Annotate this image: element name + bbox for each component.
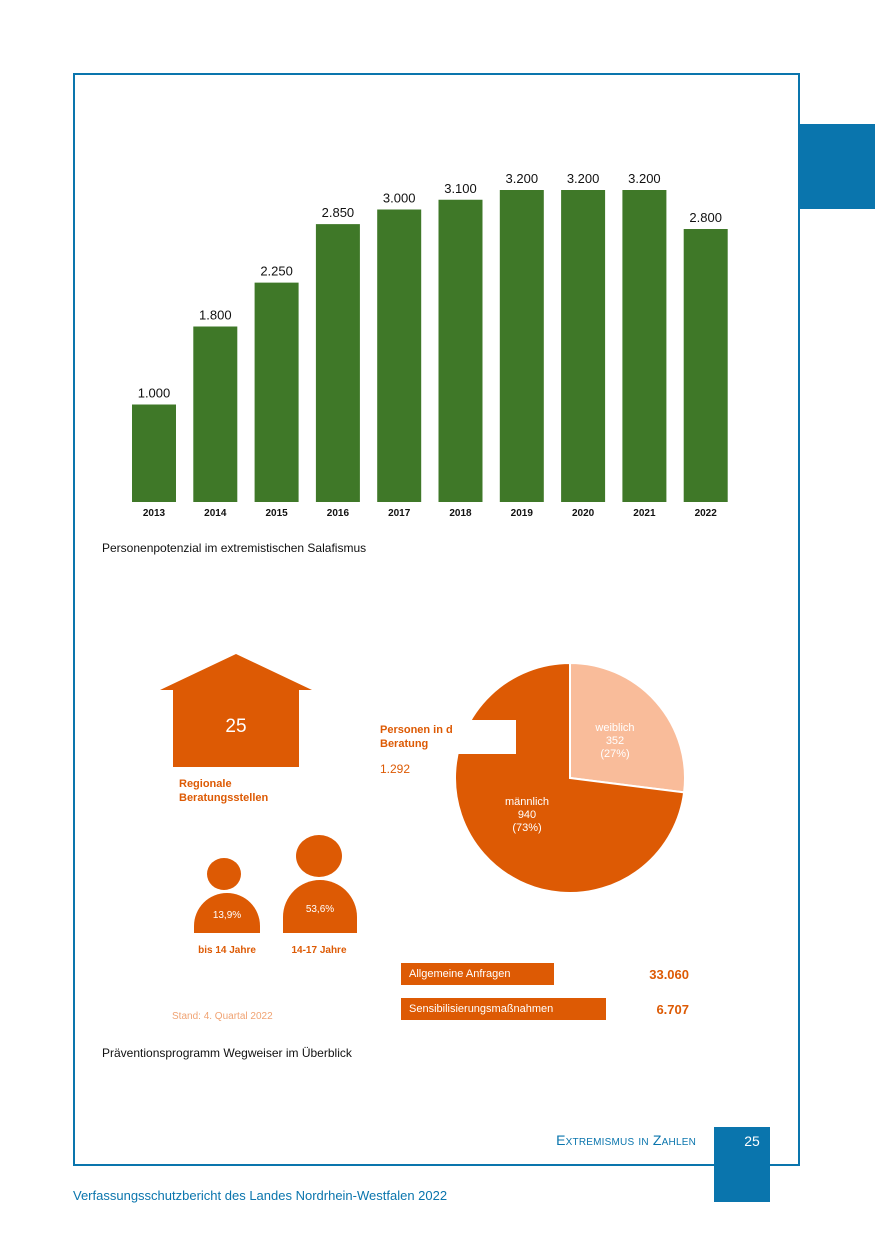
bar-value-label: 1.000 bbox=[138, 386, 171, 401]
year-tick-label: 2014 bbox=[204, 508, 227, 519]
infographic-caption: Präventionsprogramm Wegweiser im Überbli… bbox=[102, 1046, 352, 1060]
age-group-1-percent: 13,9% bbox=[212, 910, 242, 921]
pie-male-text: männlich 940 (73%) bbox=[495, 796, 559, 835]
page-frame bbox=[73, 73, 800, 1166]
bar-value-label: 2.250 bbox=[260, 264, 293, 279]
pie-male-count: 940 bbox=[517, 809, 537, 821]
bar-2018 bbox=[438, 199, 483, 502]
year-tick-label: 2019 bbox=[511, 508, 534, 519]
persons-label: Personen in der Beratung bbox=[380, 724, 464, 750]
stat-bar-inquiries: Allgemeine Anfragen bbox=[401, 963, 554, 985]
bar-value-label: 2.850 bbox=[322, 205, 355, 220]
bar-value-label: 3.000 bbox=[383, 191, 416, 206]
bar-value-label: 3.100 bbox=[444, 181, 477, 196]
person-large-head-icon bbox=[296, 835, 342, 877]
pie-slice-female bbox=[569, 661, 686, 794]
year-tick-label: 2021 bbox=[633, 508, 656, 519]
person-large-body-icon bbox=[283, 880, 357, 933]
bar-value-label: 3.200 bbox=[628, 171, 661, 186]
bar-2021 bbox=[622, 190, 667, 502]
year-tick-label: 2017 bbox=[388, 508, 411, 519]
publication-title: Verfassungsschutzbericht des Landes Nord… bbox=[73, 1188, 448, 1203]
pie-female-text: weiblich 352 (27%) bbox=[590, 722, 640, 761]
page-number-box bbox=[714, 1127, 770, 1202]
bar-value-label: 3.200 bbox=[506, 171, 539, 186]
year-tick-label: 2022 bbox=[695, 508, 718, 519]
house-icon bbox=[160, 654, 312, 767]
chart-caption: Personenpotenzial im extremistischen Sal… bbox=[102, 541, 367, 555]
bar-2017 bbox=[377, 209, 422, 502]
bar-2019 bbox=[499, 190, 544, 502]
page-number: 25 bbox=[744, 1133, 760, 1149]
bar-2020 bbox=[561, 190, 606, 502]
persons-total: 1.292 bbox=[380, 762, 411, 776]
age-group-2-label: 14-17 Jahre bbox=[291, 945, 347, 956]
pie-female-name: weiblich bbox=[595, 722, 635, 734]
salafismus-bar-chart: 1.000 2013 1.800 2014 2.250 2015 2.850 2016 3.00… bbox=[132, 171, 728, 519]
year-tick-label: 2013 bbox=[143, 508, 166, 519]
stand-note: Stand: 4. Quartal 2022 bbox=[172, 1011, 273, 1022]
stat-bar-sensitization: Sensibilisierungsmaßnahmen bbox=[401, 998, 606, 1020]
age-group-2-percent: 53,6% bbox=[305, 904, 335, 915]
bar-2016 bbox=[315, 224, 360, 502]
bar-value-label: 2.800 bbox=[689, 210, 722, 225]
year-tick-label: 2015 bbox=[265, 508, 288, 519]
pie-callout-box bbox=[452, 720, 516, 754]
bar-2022 bbox=[683, 229, 728, 502]
chapter-tab bbox=[799, 124, 875, 209]
person-small-head-icon bbox=[207, 858, 241, 890]
year-tick-label: 2020 bbox=[572, 508, 595, 519]
counseling-centers-count: 25 bbox=[225, 716, 247, 737]
age-group-1-label: bis 14 Jahre bbox=[198, 945, 256, 956]
bar-2014 bbox=[193, 326, 238, 502]
pie-male-percent: (73%) bbox=[512, 822, 542, 834]
bar-value-label: 3.200 bbox=[567, 171, 600, 186]
bar-2013 bbox=[132, 404, 176, 502]
stat-value-sensitization: 6.707 bbox=[656, 1002, 689, 1017]
year-tick-label: 2016 bbox=[327, 508, 350, 519]
pie-female-percent: (27%) bbox=[600, 748, 630, 760]
gender-pie-chart bbox=[452, 661, 686, 894]
counseling-centers-label: Regionale Beratungsstellen bbox=[179, 778, 269, 804]
section-title: Extremismus in Zahlen bbox=[556, 1132, 696, 1148]
bar-2015 bbox=[254, 282, 299, 502]
bar-value-label: 1.800 bbox=[199, 308, 232, 323]
pie-female-count: 352 bbox=[605, 735, 625, 747]
stat-value-inquiries: 33.060 bbox=[649, 967, 689, 982]
pie-male-name: männlich bbox=[504, 796, 550, 808]
year-tick-label: 2018 bbox=[449, 508, 472, 519]
